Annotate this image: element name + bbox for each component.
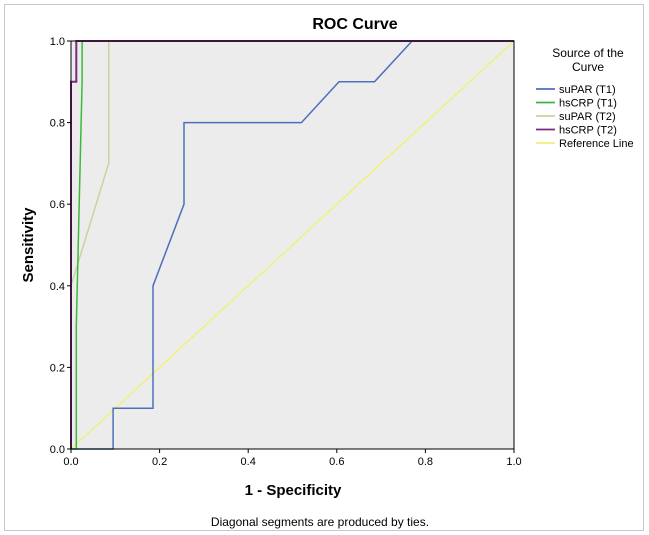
legend-label-supar-t2: suPAR (T2) (559, 111, 616, 123)
chart-footnote: Diagonal segments are produced by ties. (211, 515, 429, 529)
x-tick-label: 0.0 (63, 456, 78, 468)
x-tick-label: 1.0 (506, 456, 521, 468)
chart-frame (4, 4, 644, 531)
x-tick-label: 0.4 (241, 456, 256, 468)
y-tick-label: 0.6 (50, 199, 65, 211)
chart-title: ROC Curve (312, 16, 397, 33)
y-tick-label: 0.4 (50, 281, 65, 293)
plot-border (70, 40, 515, 450)
series-line-supar-t1 (71, 40, 514, 450)
legend-label-reference-line: Reference Line (559, 138, 634, 150)
legend-label-supar-t1: suPAR (T1) (559, 84, 616, 96)
y-axis-title: Sensitivity (20, 207, 37, 283)
legend-label-hscrp-t1: hsCRP (T1) (559, 98, 617, 110)
legend-title: Source of the (552, 46, 624, 60)
y-tick-label: 0.0 (50, 444, 65, 456)
y-tick-label: 1.0 (50, 36, 65, 48)
y-tick-label: 0.2 (50, 362, 65, 374)
legend-label-hscrp-t2: hsCRP (T2) (559, 125, 617, 137)
legend-title-line2: Curve (572, 60, 604, 74)
x-tick-label: 0.6 (329, 456, 344, 468)
y-tick-label: 0.8 (50, 118, 65, 130)
x-axis-title: 1 - Specificity (245, 482, 342, 499)
x-axis: 0.0 0.2 0.4 0.6 0.8 1.0 (63, 449, 522, 468)
series-line-reference-line (70, 40, 515, 450)
x-tick-label: 0.2 (152, 456, 167, 468)
y-axis: 0.0 0.2 0.4 0.6 0.8 1.0 (50, 36, 71, 456)
x-tick-label: 0.8 (418, 456, 433, 468)
